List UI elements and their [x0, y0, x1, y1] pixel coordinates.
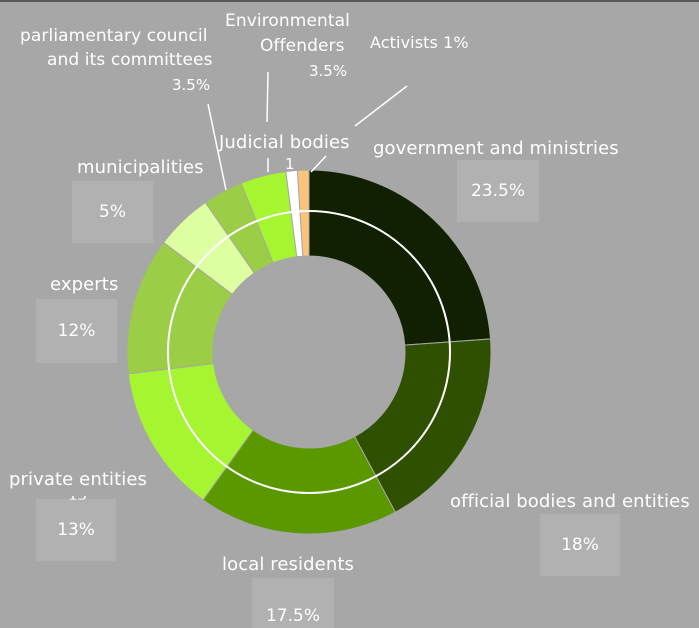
- label-official-pct: 18%: [540, 514, 620, 576]
- label-private-ghost: 13: [68, 496, 90, 502]
- top-border: [0, 0, 699, 2]
- inner-ring: [167, 210, 451, 494]
- label-private: private entities: [9, 469, 148, 490]
- label-environmental-pct: 3.5%: [309, 62, 348, 80]
- leader-activists-2: [310, 155, 327, 173]
- label-experts-pct: 12%: [36, 299, 117, 363]
- label-official: official bodies and entities: [450, 491, 690, 512]
- label-environmental-line2: Offenders: [260, 36, 345, 56]
- donut-slice-9: [296, 169, 310, 257]
- label-residents: local residents: [222, 554, 354, 575]
- label-municipalities: municipalities: [77, 157, 204, 178]
- label-parliamentary-line1: parliamentary council: [20, 26, 208, 46]
- label-judicial-value: 1: [285, 155, 295, 173]
- label-private-pct: 13%: [36, 499, 116, 561]
- label-parliamentary-pct: 3.5%: [172, 76, 211, 94]
- leader-parliamentary: [207, 103, 227, 191]
- label-experts: experts: [50, 274, 119, 295]
- label-activists: Activists 1%: [370, 33, 469, 52]
- label-residents-pct: 17.5%: [252, 578, 334, 628]
- label-municipalities-pct: 5%: [72, 181, 153, 243]
- donut-slice-0: [308, 169, 492, 346]
- label-judicial: Judicial bodies: [219, 132, 350, 153]
- leader-environmental: [266, 71, 269, 123]
- label-parliamentary-line2: and its committees: [47, 50, 213, 70]
- label-environmental-line1: Environmental: [225, 11, 350, 31]
- leader-activists: [354, 85, 408, 127]
- donut-slice-2: [202, 429, 397, 535]
- label-government: government and ministries: [373, 138, 619, 159]
- label-government-pct: 23.5%: [457, 160, 539, 222]
